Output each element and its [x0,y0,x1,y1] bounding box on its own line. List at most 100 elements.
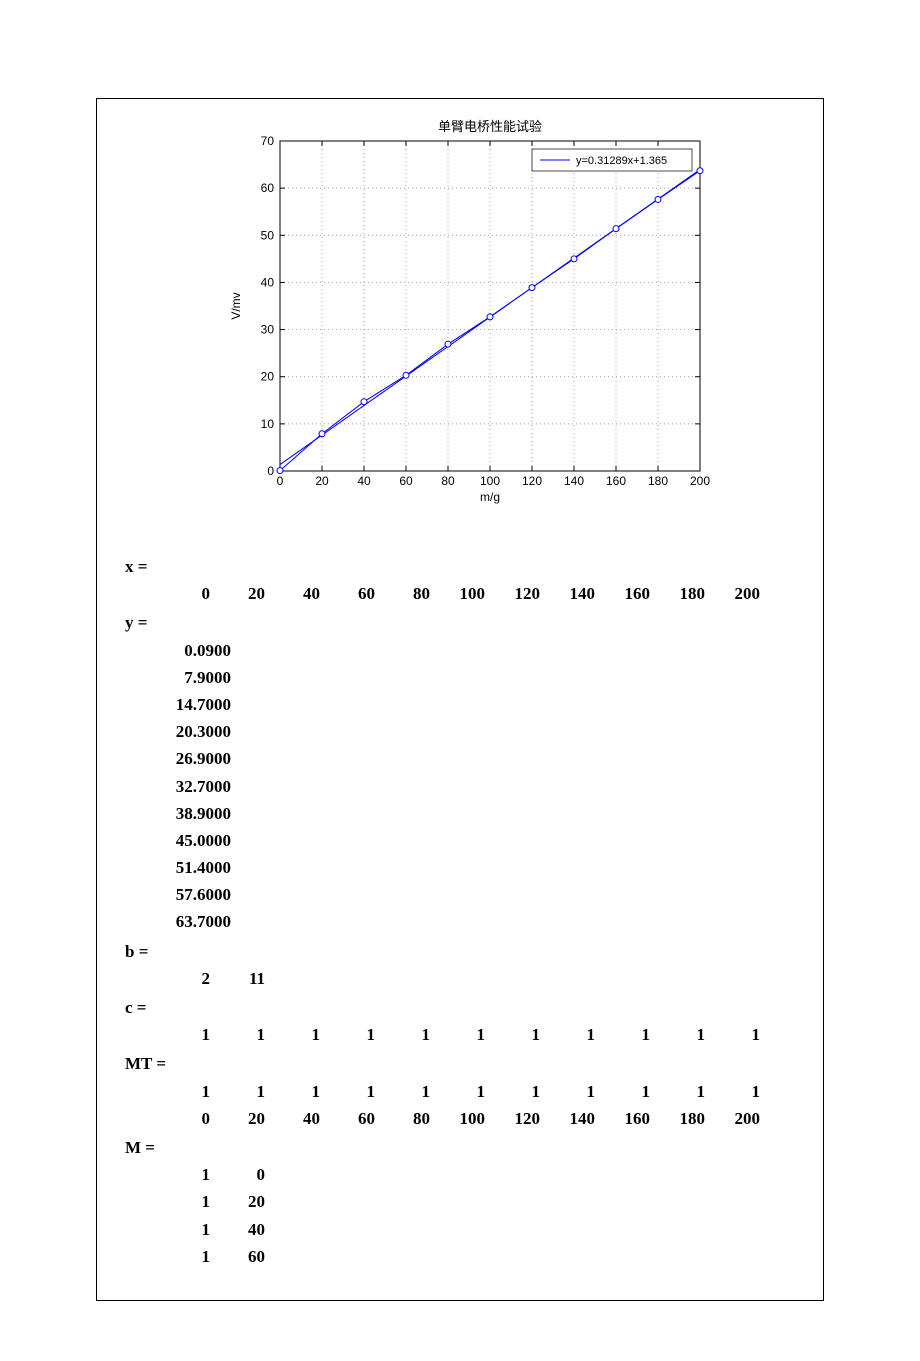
cell: 0 [210,1161,265,1188]
cell: 20 [210,580,265,607]
svg-text:40: 40 [357,474,371,488]
cell: 1 [155,1188,210,1215]
cell: 32.7000 [159,773,231,800]
svg-text:m/g: m/g [480,490,500,504]
svg-text:180: 180 [648,474,668,488]
cell: 200 [705,1105,760,1132]
cell: 40 [265,1105,320,1132]
cell: 100 [430,1105,485,1132]
cell: 40 [265,580,320,607]
cell: 60 [210,1243,265,1270]
var-c-values: 11111111111 [125,1021,803,1048]
cell: 1 [650,1078,705,1105]
cell: 57.6000 [159,881,231,908]
var-b-label: b = [125,938,803,965]
cell: 140 [540,580,595,607]
cell: 120 [485,580,540,607]
svg-text:单臂电桥性能试验: 单臂电桥性能试验 [438,119,542,134]
cell: 60 [320,580,375,607]
svg-text:V/mv: V/mv [229,292,243,319]
cell: 1 [540,1021,595,1048]
cell: 160 [595,1105,650,1132]
var-M-label: M = [125,1134,803,1161]
cell: 2 [155,965,210,992]
svg-text:100: 100 [480,474,500,488]
cell: 0 [155,580,210,607]
svg-text:120: 120 [522,474,542,488]
svg-text:160: 160 [606,474,626,488]
var-MT-label: MT = [125,1050,803,1077]
cell: 1 [320,1021,375,1048]
cell: 63.7000 [159,908,231,935]
cell: 1 [375,1078,430,1105]
svg-text:0: 0 [277,474,284,488]
cell: 180 [650,580,705,607]
cell: 60 [320,1105,375,1132]
var-x-values: 020406080100120140160180200 [125,580,803,607]
svg-text:50: 50 [261,228,275,242]
cell: 1 [705,1021,760,1048]
svg-text:y=0.31289x+1.365: y=0.31289x+1.365 [576,155,667,167]
cell: 0 [155,1105,210,1132]
cell: 51.4000 [159,854,231,881]
cell: 1 [155,1021,210,1048]
cell: 1 [210,1021,265,1048]
cell: 1 [485,1021,540,1048]
cell: 1 [595,1021,650,1048]
cell: 1 [320,1078,375,1105]
cell: 1 [540,1078,595,1105]
chart-container: 0 20 40 60 80 100 120 140 160 180 200 0 10 20 30 40 50 60… [117,111,803,511]
svg-text:70: 70 [261,134,275,148]
svg-text:60: 60 [261,181,275,195]
cell: 20 [210,1105,265,1132]
matlab-output: x = 020406080100120140160180200 y = 0.09… [117,553,803,1270]
cell: 1 [265,1021,320,1048]
cell: 140 [540,1105,595,1132]
svg-text:0: 0 [267,464,274,478]
cell: 1 [210,1078,265,1105]
bridge-performance-chart: 0 20 40 60 80 100 120 140 160 180 200 0 10 20 30 40 50 60… [200,111,720,511]
cell: 180 [650,1105,705,1132]
cell: 1 [595,1078,650,1105]
cell: 7.9000 [159,664,231,691]
cell: 160 [595,580,650,607]
svg-text:40: 40 [261,275,275,289]
cell: 11 [210,965,265,992]
cell: 1 [375,1021,430,1048]
cell: 1 [155,1161,210,1188]
var-b-values: 211 [125,965,803,992]
cell: 1 [155,1078,210,1105]
cell: 1 [485,1078,540,1105]
cell: 26.9000 [159,745,231,772]
cell: 38.9000 [159,800,231,827]
var-y-values: 0.09007.900014.700020.300026.900032.7000… [125,637,803,936]
svg-text:20: 20 [261,370,275,384]
cell: 80 [375,1105,430,1132]
cell: 20.3000 [159,718,231,745]
svg-text:10: 10 [261,417,275,431]
cell: 1 [430,1021,485,1048]
cell: 0.0900 [159,637,231,664]
cell: 120 [485,1105,540,1132]
var-MT-values: 11111111111020406080100120140160180200 [125,1078,803,1132]
content-frame: 0204060801001201401601802000102030405060… [96,98,824,1301]
var-c-label: c = [125,994,803,1021]
cell: 1 [705,1078,760,1105]
cell: 45.0000 [159,827,231,854]
document-page: 0204060801001201401601802000102030405060… [0,0,920,1361]
cell: 1 [265,1078,320,1105]
svg-text:200: 200 [690,474,710,488]
cell: 1 [155,1216,210,1243]
svg-text:30: 30 [261,323,275,337]
cell: 20 [210,1188,265,1215]
cell: 100 [430,580,485,607]
svg-text:140: 140 [564,474,584,488]
cell: 200 [705,580,760,607]
cell: 1 [155,1243,210,1270]
svg-text:80: 80 [441,474,455,488]
svg-text:60: 60 [399,474,413,488]
cell: 1 [650,1021,705,1048]
svg-text:20: 20 [315,474,329,488]
var-M-values: 10120140160 [125,1161,803,1270]
cell: 80 [375,580,430,607]
